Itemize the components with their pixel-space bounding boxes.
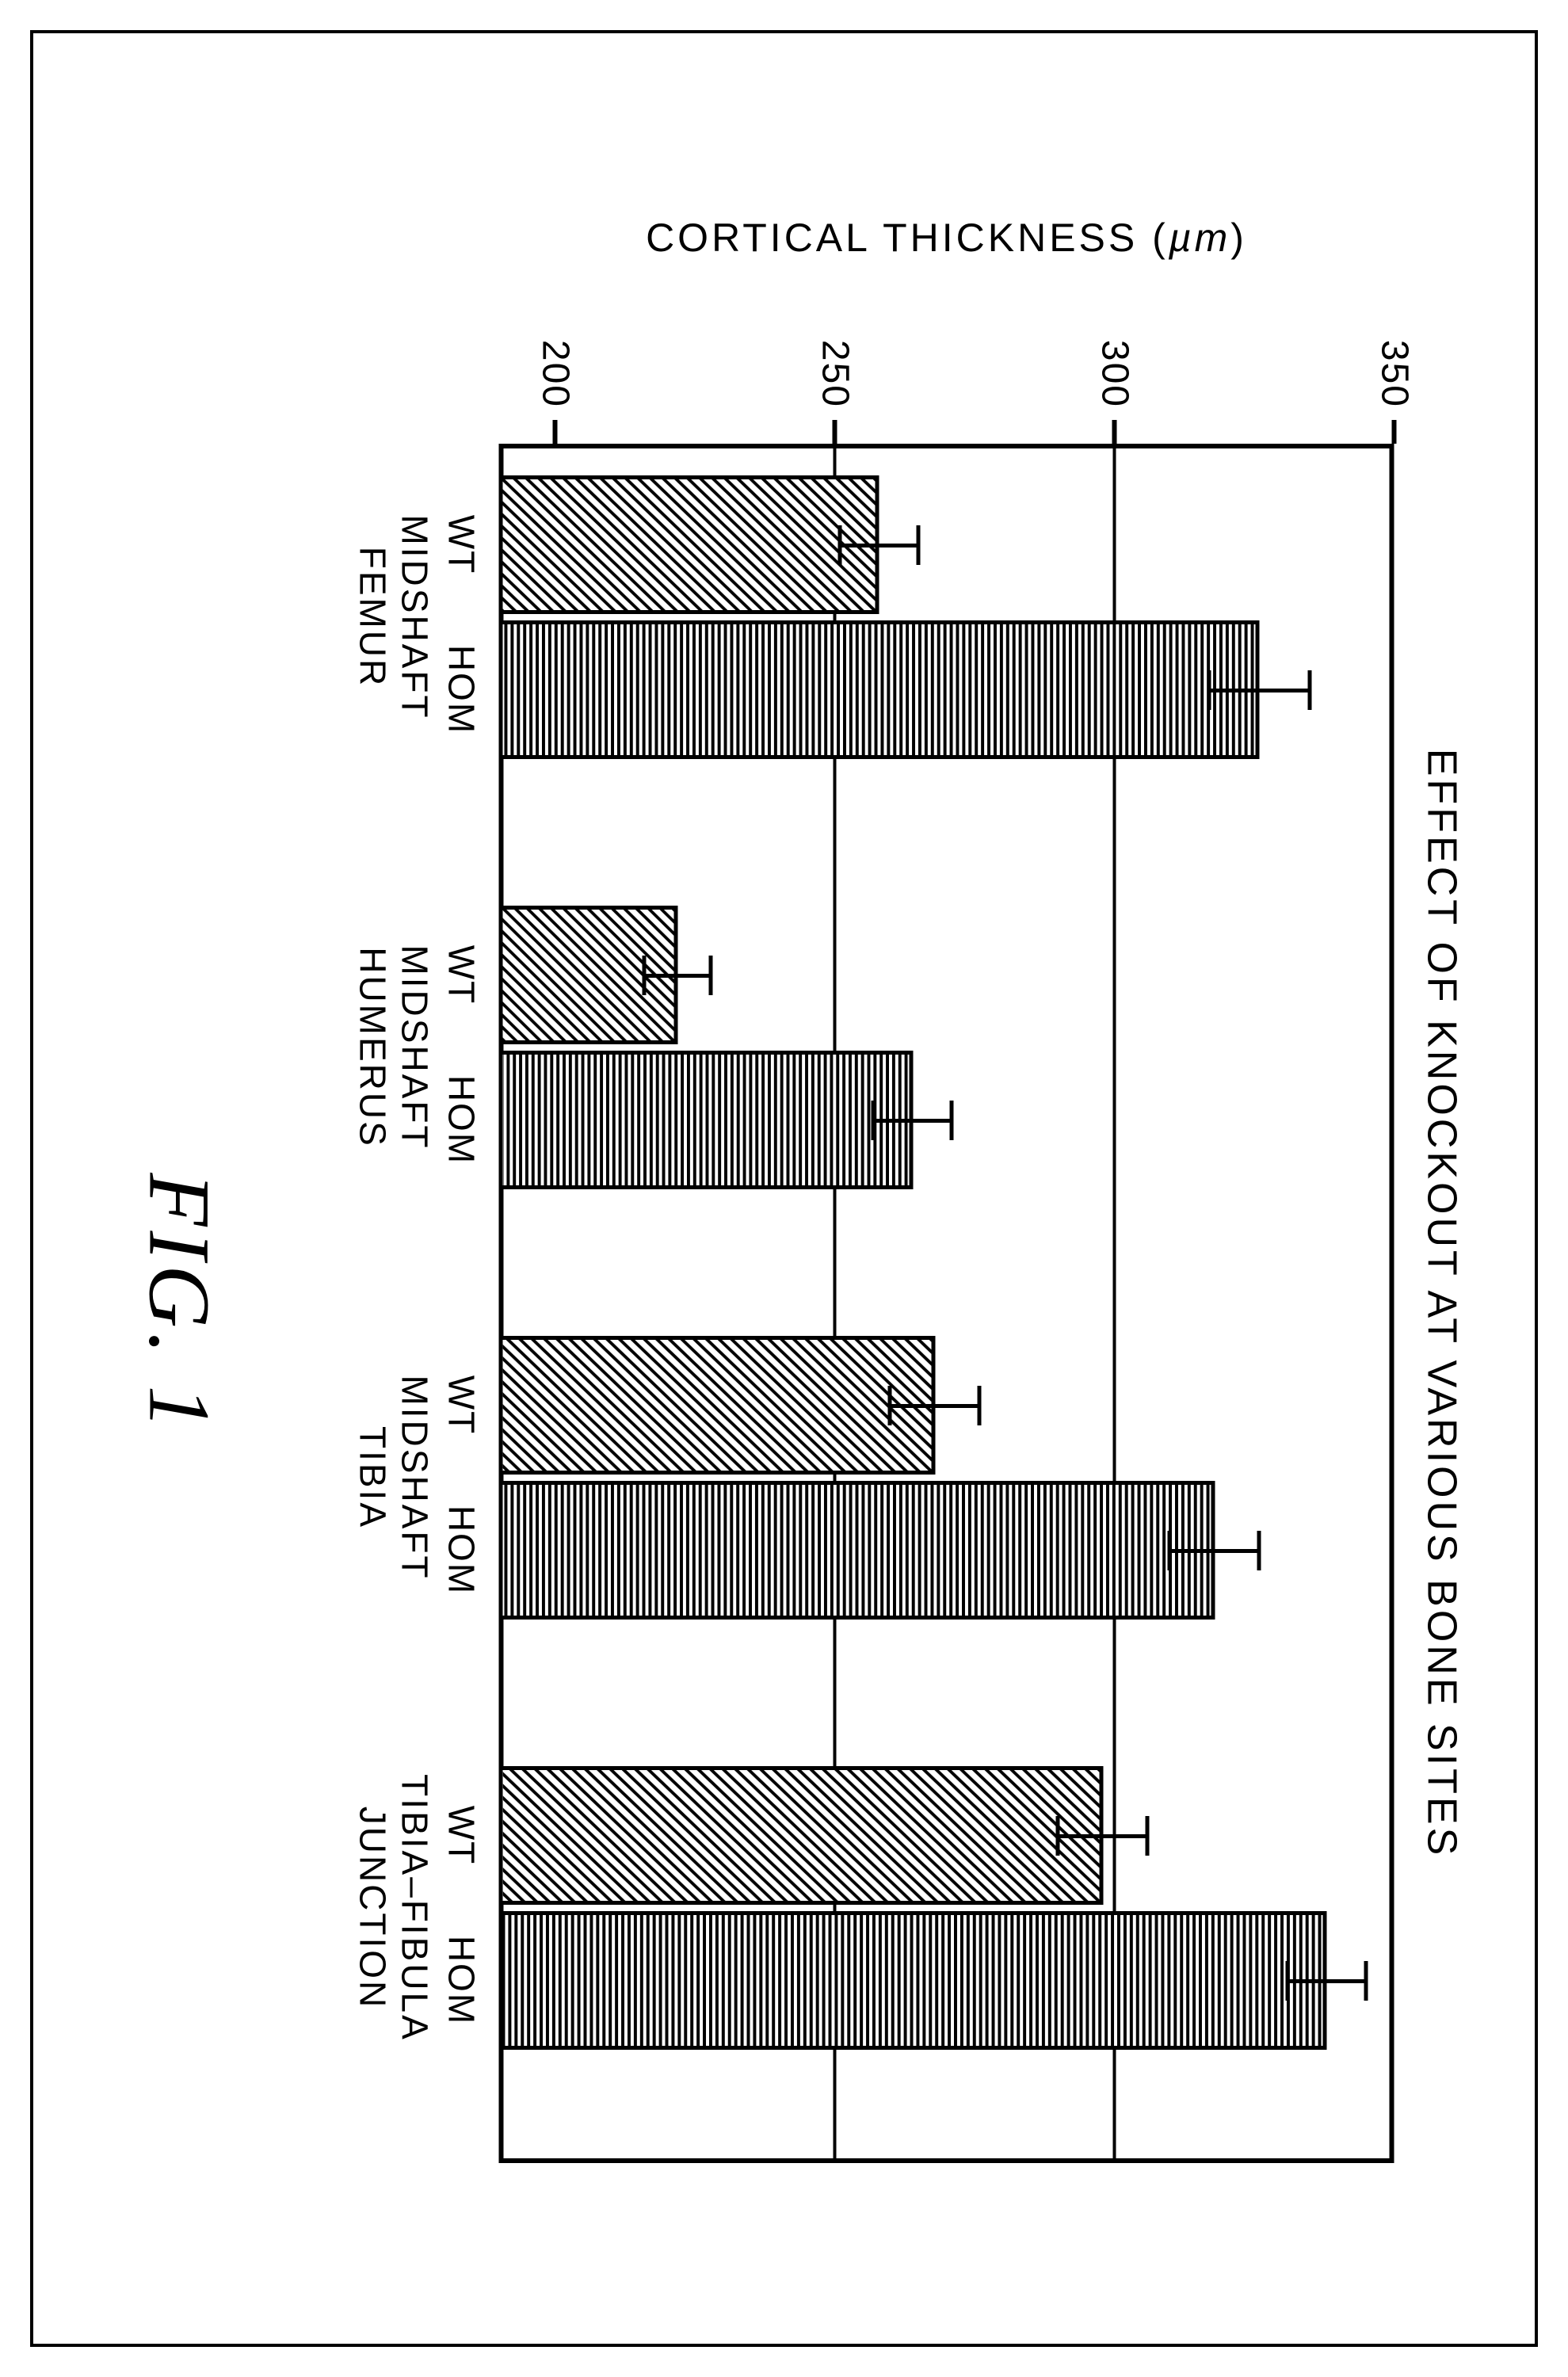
chart-title: EFFECT OF KNOCKOUT AT VARIOUS BONE SITES [1417, 749, 1465, 1859]
error-bar-cap-bot [642, 956, 646, 995]
error-bar-cap-bot [1207, 670, 1211, 710]
error-bar-stem [1058, 1834, 1147, 1838]
group-label: MIDSHAFTFEMUR [351, 419, 435, 815]
bar-label: WT [440, 1757, 483, 1915]
error-bar-cap-top [977, 1386, 981, 1425]
y-tick [552, 420, 557, 444]
error-bar-cap-top [1307, 670, 1311, 710]
error-bar-cap-bot [1055, 1816, 1059, 1856]
bar-hom [498, 1911, 1326, 2050]
bar-label: HOM [440, 1041, 483, 1200]
y-tick-label: 200 [533, 297, 577, 408]
bar-wt [498, 1336, 935, 1475]
error-bar-stem [644, 974, 712, 978]
bar-label: HOM [440, 1471, 483, 1630]
error-bar-stem [1288, 1979, 1366, 1983]
figure-caption: FIG. 1 [128, 1173, 229, 1433]
error-bar-cap-top [949, 1101, 953, 1140]
error-bar-cap-bot [871, 1101, 875, 1140]
group-label: TIBIA–FIBULAJUNCTION [351, 1710, 435, 2106]
bar-wt [498, 1766, 1103, 1905]
bar-label: WT [440, 896, 483, 1055]
y-axis-title: CORTICAL THICKNESS (µm) [646, 215, 1247, 261]
error-bar-cap-top [1145, 1816, 1149, 1856]
bar-hom [498, 1481, 1215, 1620]
y-tick-label: 300 [1093, 297, 1136, 408]
error-bar-cap-top [916, 525, 920, 565]
group-label: MIDSHAFTHUMERUS [351, 849, 435, 1246]
group-label: MIDSHAFTTIBIA [351, 1280, 435, 1676]
figure-rotator: EFFECT OF KNOCKOUT AT VARIOUS BONE SITES… [0, 0, 1568, 2377]
error-bar-cap-top [1257, 1531, 1261, 1570]
error-bar-cap-top [708, 956, 712, 995]
error-bar-stem [890, 1404, 979, 1408]
error-bar-cap-bot [887, 1386, 891, 1425]
bar-label: WT [440, 1326, 483, 1485]
error-bar-stem [1209, 689, 1310, 692]
bar-label: HOM [440, 611, 483, 769]
error-bar-cap-bot [837, 525, 841, 565]
y-axis-title-b: ) [1230, 216, 1247, 260]
y-tick [832, 420, 837, 444]
bar-label: WT [440, 466, 483, 624]
bar-wt [498, 475, 879, 614]
y-tick-label: 250 [813, 297, 856, 408]
y-tick-label: 350 [1372, 297, 1416, 408]
y-axis-title-unit: µm [1168, 216, 1230, 260]
error-bar-cap-bot [1285, 1961, 1289, 2001]
y-tick [1112, 420, 1116, 444]
error-bar-stem [840, 544, 918, 548]
bar-label: HOM [440, 1902, 483, 2060]
error-bar-stem [873, 1119, 952, 1123]
error-bar-cap-top [1364, 1961, 1368, 2001]
error-bar-stem [1170, 1549, 1260, 1553]
y-axis-title-a: CORTICAL THICKNESS ( [646, 216, 1169, 260]
bar-hom [498, 1051, 913, 1189]
y-tick [1391, 420, 1396, 444]
bar-hom [498, 620, 1260, 759]
error-bar-cap-bot [1168, 1531, 1172, 1570]
